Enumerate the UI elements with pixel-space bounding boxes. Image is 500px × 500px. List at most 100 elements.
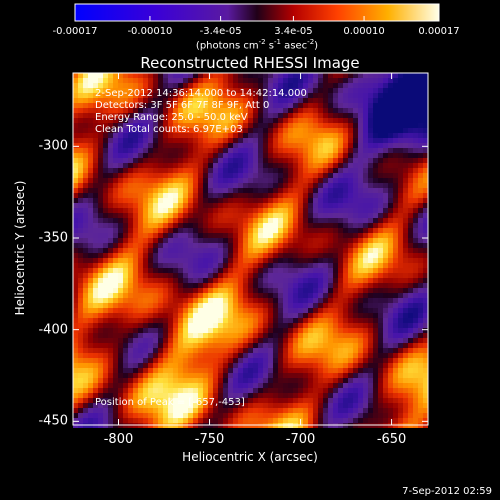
heatmap-cell <box>143 108 148 113</box>
heatmap-cell <box>358 93 363 98</box>
heatmap-cell <box>413 368 418 373</box>
heatmap-cell <box>78 348 83 353</box>
heatmap-cell <box>98 298 103 303</box>
heatmap-cell <box>378 318 383 323</box>
heatmap-cell <box>113 93 118 98</box>
heatmap-cell <box>203 328 208 333</box>
heatmap-cell <box>353 378 358 383</box>
heatmap-cell <box>148 348 153 353</box>
heatmap-cell <box>213 243 218 248</box>
heatmap-cell <box>133 323 138 328</box>
heatmap-cell <box>198 183 203 188</box>
heatmap-cell <box>108 273 113 278</box>
heatmap-cell <box>368 368 373 373</box>
heatmap-cell <box>223 363 228 368</box>
heatmap-cell <box>123 303 128 308</box>
heatmap-cell <box>263 338 268 343</box>
heatmap-cell <box>228 263 233 268</box>
heatmap-cell <box>163 188 168 193</box>
heatmap-cell <box>128 133 133 138</box>
heatmap-cell <box>248 108 253 113</box>
heatmap-cell <box>408 333 413 338</box>
heatmap-cell <box>223 273 228 278</box>
heatmap-cell <box>228 353 233 358</box>
heatmap-cell <box>228 208 233 213</box>
heatmap-cell <box>173 188 178 193</box>
heatmap-cell <box>188 78 193 83</box>
heatmap-cell <box>248 383 253 388</box>
heatmap-cell <box>218 198 223 203</box>
heatmap-cell <box>128 183 133 188</box>
heatmap-cell <box>398 88 403 93</box>
heatmap-cell <box>98 303 103 308</box>
heatmap-cell <box>78 143 83 148</box>
heatmap-cell <box>73 358 78 363</box>
heatmap-cell <box>383 313 388 318</box>
heatmap-cell <box>373 398 378 403</box>
heatmap-cell <box>108 303 113 308</box>
heatmap-cell <box>173 248 178 253</box>
heatmap-cell <box>183 283 188 288</box>
heatmap-cell <box>363 238 368 243</box>
heatmap-cell <box>393 403 398 408</box>
heatmap-cell <box>123 128 128 133</box>
heatmap-cell <box>223 263 228 268</box>
heatmap-cell <box>383 173 388 178</box>
heatmap-cell <box>348 388 353 393</box>
heatmap-cell <box>103 148 108 153</box>
heatmap-cell <box>353 293 358 298</box>
heatmap-cell <box>383 163 388 168</box>
heatmap-cell <box>98 353 103 358</box>
heatmap-cell <box>353 298 358 303</box>
heatmap-cell <box>178 298 183 303</box>
heatmap-cell <box>358 313 363 318</box>
heatmap-cell <box>423 88 428 93</box>
heatmap-cell <box>383 263 388 268</box>
heatmap-cell <box>363 318 368 323</box>
heatmap-cell <box>348 168 353 173</box>
heatmap-cell <box>93 218 98 223</box>
heatmap-cell <box>78 213 83 218</box>
heatmap-cell <box>158 343 163 348</box>
heatmap-cell <box>123 83 128 88</box>
heatmap-cell <box>383 118 388 123</box>
heatmap-cell <box>363 93 368 98</box>
heatmap-cell <box>88 88 93 93</box>
heatmap-cell <box>328 393 333 398</box>
heatmap-cell <box>163 73 168 78</box>
heatmap-cell <box>78 338 83 343</box>
heatmap-cell <box>318 313 323 318</box>
heatmap-cell <box>218 208 223 213</box>
heatmap-cell <box>398 283 403 288</box>
heatmap-cell <box>83 123 88 128</box>
heatmap-cell <box>88 203 93 208</box>
heatmap-cell <box>198 228 203 233</box>
heatmap-cell <box>173 88 178 93</box>
heatmap-cell <box>113 218 118 223</box>
heatmap-cell <box>398 108 403 113</box>
heatmap-cell <box>238 403 243 408</box>
heatmap-cell <box>403 408 408 413</box>
heatmap-cell <box>103 373 108 378</box>
heatmap-cell <box>368 253 373 258</box>
heatmap-cell <box>108 308 113 313</box>
heatmap-cell <box>333 268 338 273</box>
heatmap-cell <box>118 178 123 183</box>
heatmap-cell <box>178 188 183 193</box>
heatmap-cell <box>323 258 328 263</box>
heatmap-cell <box>168 223 173 228</box>
heatmap-cell <box>238 318 243 323</box>
heatmap-cell <box>188 328 193 333</box>
heatmap-cell <box>303 398 308 403</box>
heatmap-cell <box>113 168 118 173</box>
heatmap-cell <box>393 168 398 173</box>
heatmap-cell <box>368 323 373 328</box>
heatmap-cell <box>138 108 143 113</box>
heatmap-cell <box>83 328 88 333</box>
heatmap-cell <box>303 133 308 138</box>
heatmap-cell <box>383 138 388 143</box>
heatmap-cell <box>353 278 358 283</box>
heatmap-cell <box>113 88 118 93</box>
heatmap-cell <box>78 323 83 328</box>
heatmap-cell <box>178 108 183 113</box>
